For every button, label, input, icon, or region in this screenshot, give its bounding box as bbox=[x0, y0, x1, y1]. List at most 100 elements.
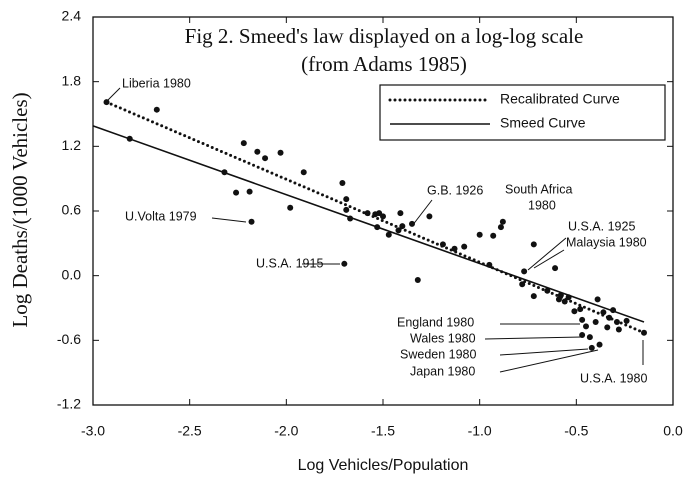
annotation: Malaysia 1980 bbox=[566, 235, 647, 249]
chart-subtitle: (from Adams 1985) bbox=[301, 52, 467, 76]
data-point bbox=[615, 326, 622, 333]
y-tick-label: 1.8 bbox=[62, 72, 82, 88]
data-point bbox=[586, 334, 593, 341]
data-point bbox=[604, 324, 611, 331]
curve bbox=[92, 125, 645, 323]
data-point bbox=[426, 213, 433, 220]
data-point bbox=[486, 261, 493, 268]
data-point bbox=[565, 294, 572, 301]
data-point bbox=[476, 231, 483, 238]
data-point bbox=[126, 135, 133, 142]
data-point bbox=[519, 281, 526, 288]
data-point bbox=[613, 319, 620, 326]
x-tick-label: -3.0 bbox=[81, 423, 105, 439]
annotation-leader bbox=[499, 349, 599, 373]
data-point bbox=[623, 317, 630, 324]
data-point bbox=[461, 243, 468, 250]
annotation: U.S.A. 1980 bbox=[580, 371, 647, 385]
data-point bbox=[385, 231, 392, 238]
data-point bbox=[395, 227, 402, 234]
y-tick-label: 0.6 bbox=[62, 202, 82, 218]
data-point bbox=[490, 232, 497, 239]
x-tick-label: -2.0 bbox=[274, 423, 298, 439]
annotation: G.B. 1926 bbox=[427, 183, 483, 197]
data-point bbox=[641, 329, 647, 336]
data-point bbox=[246, 188, 253, 195]
x-tick-label: 0.0 bbox=[663, 423, 683, 439]
data-point bbox=[277, 149, 284, 156]
y-tick-label: 2.4 bbox=[62, 8, 82, 24]
data-point bbox=[610, 307, 617, 314]
data-point bbox=[374, 224, 381, 231]
data-point bbox=[233, 189, 240, 196]
annotation: England 1980 bbox=[397, 315, 474, 329]
chart-title: Fig 2. Smeed's law displayed on a log-lo… bbox=[185, 24, 584, 48]
data-point bbox=[600, 309, 607, 316]
data-point bbox=[579, 331, 586, 338]
annotation: U.S.A. 1925 bbox=[568, 219, 635, 233]
annotation-leader bbox=[499, 348, 589, 356]
data-point bbox=[240, 140, 247, 147]
data-point bbox=[583, 323, 589, 330]
data-point bbox=[594, 296, 601, 303]
annotation: South Africa bbox=[505, 182, 572, 196]
data-point bbox=[439, 241, 446, 248]
data-point bbox=[606, 314, 613, 321]
annotation-leader bbox=[211, 217, 247, 223]
data-point bbox=[451, 245, 458, 252]
annotation: Japan 1980 bbox=[410, 364, 475, 378]
annotation: 1980 bbox=[528, 198, 556, 212]
data-point bbox=[530, 293, 537, 300]
data-point bbox=[343, 206, 350, 213]
annotation-leader bbox=[533, 249, 565, 269]
data-point bbox=[561, 298, 568, 305]
data-point bbox=[544, 287, 551, 294]
legend-box bbox=[379, 84, 666, 141]
data-point bbox=[399, 223, 406, 230]
data-point bbox=[596, 341, 603, 348]
data-point bbox=[300, 169, 307, 176]
x-tick-label: -1.5 bbox=[371, 423, 395, 439]
data-point bbox=[397, 210, 404, 217]
data-point bbox=[409, 220, 415, 227]
data-point bbox=[287, 204, 294, 211]
data-point bbox=[571, 308, 578, 315]
data-point bbox=[153, 106, 160, 113]
data-point bbox=[552, 265, 559, 272]
x-axis-label: Log Vehicles/Population bbox=[298, 457, 469, 474]
data-point bbox=[347, 215, 354, 222]
data-point bbox=[579, 316, 586, 323]
annotation-leader bbox=[107, 87, 121, 101]
legend-label: Recalibrated Curve bbox=[500, 91, 620, 107]
annotation: U.Volta 1979 bbox=[125, 209, 197, 223]
data-point bbox=[557, 292, 564, 299]
data-point bbox=[530, 241, 537, 248]
annotation: Sweden 1980 bbox=[400, 347, 477, 361]
data-point bbox=[221, 169, 228, 176]
data-point bbox=[248, 218, 255, 225]
x-tick-label: -1.0 bbox=[468, 423, 492, 439]
annotation-leader bbox=[484, 336, 583, 340]
data-point bbox=[341, 260, 348, 267]
data-point bbox=[577, 306, 584, 313]
y-tick-label: 0.0 bbox=[62, 266, 82, 282]
data-point bbox=[254, 148, 261, 155]
annotation: Wales 1980 bbox=[410, 331, 476, 345]
data-point bbox=[343, 196, 350, 203]
data-point bbox=[592, 319, 599, 326]
annotation: U.S.A. 1915 bbox=[256, 256, 323, 270]
y-tick-label: -0.6 bbox=[57, 331, 81, 347]
annotation-leader bbox=[411, 199, 433, 227]
data-point bbox=[380, 213, 386, 220]
data-point bbox=[497, 224, 504, 231]
data-point bbox=[262, 155, 269, 162]
annotation-leader bbox=[527, 237, 567, 271]
annotation: Liberia 1980 bbox=[122, 76, 191, 90]
data-point bbox=[499, 218, 506, 225]
data-point bbox=[103, 99, 110, 106]
y-tick-label: -1.2 bbox=[57, 396, 81, 412]
x-tick-label: -0.5 bbox=[564, 423, 588, 439]
x-tick-label: -2.5 bbox=[178, 423, 202, 439]
